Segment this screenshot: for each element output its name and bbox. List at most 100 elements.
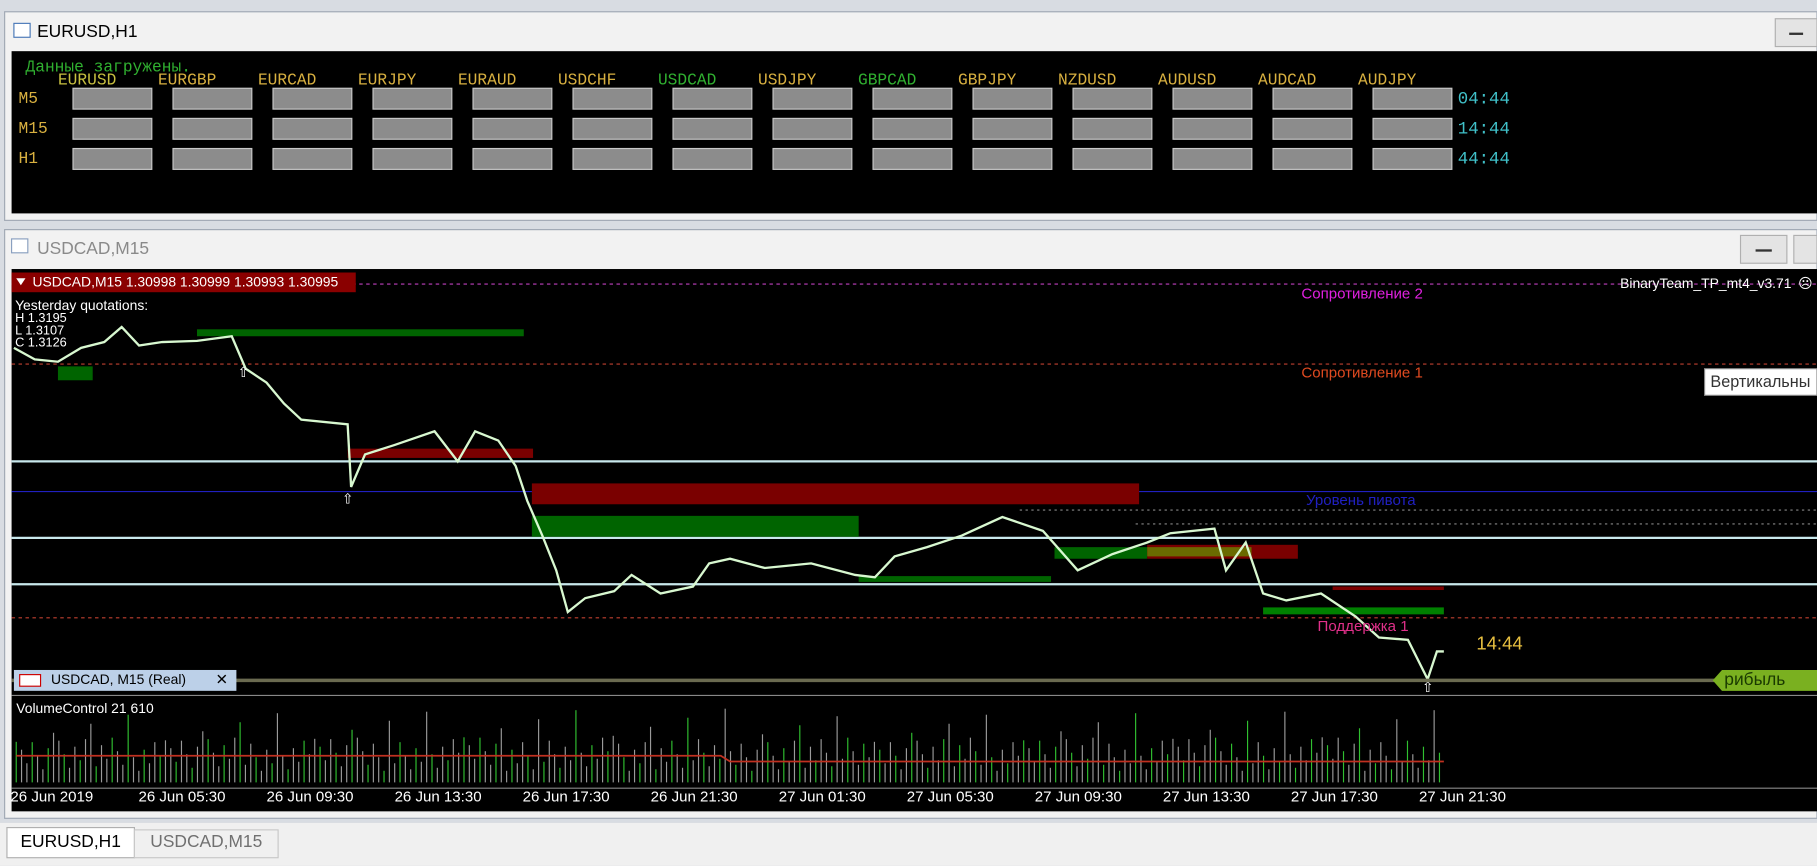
time-label: 27 Jun 13:30 — [1163, 788, 1250, 805]
volume-label: VolumeControl 21 610 — [16, 700, 154, 716]
level-labels: Сопротивление 2 Сопротивление 1 Уровень пи… — [1301, 286, 1423, 636]
time-label: 26 Jun 05:30 — [138, 788, 225, 805]
signal-cell — [272, 87, 353, 110]
collapse-icon[interactable] — [16, 278, 26, 286]
signal-cell — [972, 147, 1053, 170]
indicator-name: BinaryTeam_TP_mt4_v3.71 — [1620, 275, 1792, 291]
signal-cell — [772, 87, 853, 110]
tooltip-text: Вертикальны — [1710, 373, 1810, 391]
overlap-zone — [1147, 547, 1252, 557]
window-icon — [11, 238, 29, 254]
flag-icon — [19, 674, 42, 687]
window-icon — [13, 22, 31, 38]
signal-cell — [572, 87, 653, 110]
symbol-quote: USDCAD,M15 1.30998 1.30999 1.30993 1.309… — [32, 274, 338, 290]
window-title: USDCAD,M15 — [37, 238, 149, 258]
signal-cell — [1372, 117, 1453, 140]
time-label: 26 Jun 13:30 — [395, 788, 482, 805]
arrow-marker: ⇧ — [342, 490, 354, 506]
signal-cell — [572, 147, 653, 170]
symbol-label: GBPJPY — [958, 70, 1017, 89]
symbol-label: EURGBP — [158, 70, 216, 89]
signal-cell — [1172, 147, 1253, 170]
symbol-label: GBPCAD — [858, 70, 916, 89]
time-label: 26 Jun 17:30 — [523, 788, 610, 805]
timer-label: 04:44 — [1458, 90, 1510, 109]
minimize-glyph — [1789, 32, 1804, 35]
status-text: Данные загружены. — [25, 58, 190, 77]
time-label: 27 Jun 09:30 — [1035, 788, 1122, 805]
signal-cell — [1072, 117, 1153, 140]
signal-cell — [272, 147, 353, 170]
tooltip — [1704, 368, 1817, 396]
profit-tag[interactable] — [1712, 669, 1817, 691]
signal-cell — [72, 117, 153, 140]
quote-line: Yesterday quotations: — [15, 297, 148, 313]
subwindow-tab[interactable] — [13, 669, 237, 691]
time-label: 27 Jun 05:30 — [907, 788, 994, 805]
chart-area — [11, 269, 1817, 812]
symbol-header — [11, 272, 356, 293]
level-label: Поддержка 1 — [1318, 618, 1409, 635]
symbol-label: EURAUD — [458, 70, 516, 89]
timer-label: 14:44 — [1458, 120, 1510, 139]
signal-cell — [572, 117, 653, 140]
maximize-button[interactable] — [1793, 234, 1817, 264]
signal-cell — [772, 117, 853, 140]
symbol-label: USDCHF — [558, 70, 616, 89]
bar-timer: 14:44 — [1476, 632, 1522, 653]
time-axis: 26 Jun 2019 26 Jun 05:30 26 Jun 09:30 26 Ju… — [10, 788, 1506, 805]
close-button[interactable]: ✕ — [216, 671, 229, 688]
symbol-label: USDJPY — [758, 70, 817, 89]
supply-zone — [531, 483, 1140, 505]
signal-cell — [872, 147, 953, 170]
supply-zone — [347, 448, 534, 458]
time-label: 26 Jun 09:30 — [267, 788, 354, 805]
signal-cell — [172, 87, 253, 110]
signal-cell — [172, 147, 253, 170]
signal-cell — [372, 147, 453, 170]
signal-cell — [1272, 147, 1353, 170]
time-label: 27 Jun 01:30 — [779, 788, 866, 805]
tab-active[interactable] — [6, 826, 136, 859]
signal-cell — [1172, 117, 1253, 140]
signal-cell — [1372, 147, 1453, 170]
indicator-icon: ☹ — [1798, 275, 1812, 291]
signal-cell — [372, 117, 453, 140]
demand-zone — [196, 329, 524, 337]
subwindow-title: USDCAD, M15 (Real) — [51, 671, 186, 687]
symbol-label: EURUSD — [58, 70, 116, 89]
symbol-label: AUDUSD — [1158, 70, 1216, 89]
signal-cell — [1372, 87, 1453, 110]
level-label: Сопротивление 2 — [1301, 286, 1423, 303]
signal-cell — [472, 87, 553, 110]
signal-cell — [972, 117, 1053, 140]
signal-cell — [472, 147, 553, 170]
tab[interactable] — [133, 829, 279, 859]
signal-cell — [272, 117, 353, 140]
signal-cell — [372, 87, 453, 110]
level-label: Сопротивление 1 — [1301, 364, 1423, 381]
arrow-marker: ⇧ — [1422, 679, 1434, 695]
level-label: Уровень пивота — [1306, 492, 1416, 509]
demand-zone — [57, 366, 93, 381]
tab-label: EURUSD,H1 — [20, 831, 120, 851]
demand-zone — [531, 515, 859, 537]
signal-cell — [72, 147, 153, 170]
signal-cell — [1072, 147, 1153, 170]
symbol-label: USDCAD — [658, 70, 716, 89]
time-label: 26 Jun 21:30 — [651, 788, 738, 805]
signal-cell — [72, 87, 153, 110]
timeframe-label: H1 — [19, 149, 38, 168]
symbol-label: AUDJPY — [1358, 70, 1417, 89]
arrow-marker: ⇧ — [238, 364, 250, 380]
signal-cell — [1272, 117, 1353, 140]
signal-cell — [472, 117, 553, 140]
signal-cell — [872, 117, 953, 140]
signal-cell — [1172, 87, 1253, 110]
timeframe-label: M15 — [19, 119, 48, 138]
signal-cell — [172, 117, 253, 140]
